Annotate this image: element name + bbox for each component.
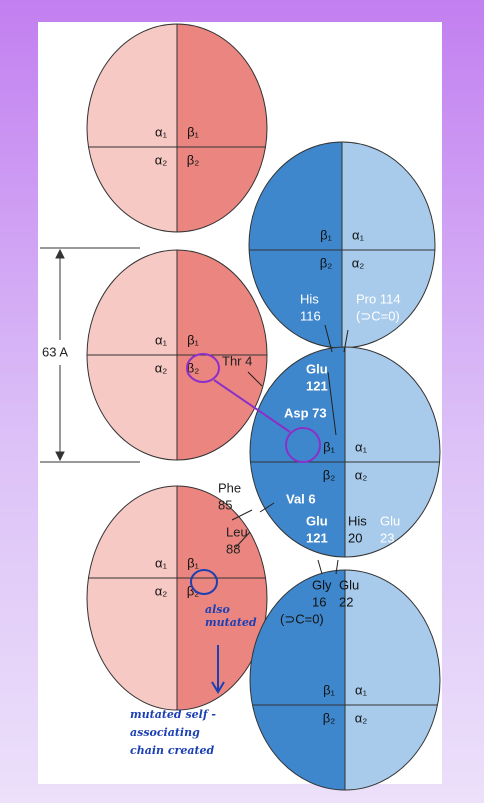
residue-label: Phe (218, 480, 241, 495)
subunit-label: α₁ (155, 332, 168, 347)
residue-label: Pro 114 (356, 291, 401, 306)
residue-label: His (348, 513, 367, 528)
scale-bar (40, 247, 140, 463)
alpha-beta-dimer-pink (87, 486, 267, 710)
alpha-beta-dimer-pink (87, 24, 267, 232)
handwritten-note: mutated (205, 616, 257, 629)
subunit-label: β₂ (187, 360, 200, 375)
residue-label: (⊃C=0) (356, 308, 400, 323)
subunit-label: α₁ (155, 555, 168, 570)
subunit-label: β₁ (320, 227, 332, 242)
subunit-label: β₁ (187, 332, 199, 347)
handwritten-note: also (205, 603, 230, 616)
residue-label: Asp 73 (284, 405, 327, 420)
outline (86, 485, 268, 711)
residue-label: 85 (218, 497, 232, 512)
subunit-label: α₁ (355, 439, 368, 454)
residue-label: 23 (380, 530, 394, 545)
subunit-label: α₂ (155, 152, 168, 167)
subunit-label: β₁ (323, 439, 335, 454)
subunit-label: β₁ (323, 682, 335, 697)
subunit-label: α₁ (352, 227, 365, 242)
handwritten-marks (186, 353, 321, 694)
subunit-label: β₂ (323, 467, 336, 482)
residue-label: 20 (348, 530, 362, 545)
alpha-beta-dimer-blue (250, 347, 440, 557)
subunit-label: α₂ (155, 583, 168, 598)
alpha-beta-dimer-blue (249, 142, 435, 348)
residue-label: Gly (312, 577, 332, 592)
outline (86, 23, 268, 233)
residue-label: Val 6 (286, 491, 316, 506)
subunit-label: α₁ (355, 682, 368, 697)
subunit-label: β₂ (187, 152, 200, 167)
residue-label: Leu (226, 524, 248, 539)
subunit-label: β₂ (187, 583, 200, 598)
subunit-label: β₂ (320, 255, 333, 270)
residue-label: 121 (306, 530, 328, 545)
residue-label: 16 (312, 594, 326, 609)
outline (86, 249, 268, 461)
residue-label: His (300, 291, 319, 306)
handwritten-note: associating (130, 726, 200, 739)
subunit-label: α₂ (352, 255, 365, 270)
subunit-label: β₁ (187, 555, 199, 570)
arrows (231, 324, 349, 575)
subunit-label: β₂ (323, 710, 336, 725)
residue-label: Thr 4 (222, 353, 252, 368)
residue-label: Glu (339, 577, 359, 592)
residue-label: 121 (306, 378, 328, 393)
residue-label: Glu (306, 361, 328, 376)
subunit-label: α₂ (355, 710, 368, 725)
handwritten-note: chain created (130, 744, 215, 757)
residue-label: (⊃C=0) (280, 611, 324, 626)
subunit-label: α₂ (155, 360, 168, 375)
handwritten-note: mutated self - (130, 708, 216, 721)
subunit-label: α₁ (155, 124, 168, 139)
residue-label: Glu (306, 513, 328, 528)
residue-label: 88 (226, 541, 240, 556)
residue-label: 22 (339, 594, 353, 609)
outline (249, 569, 441, 791)
residue-label: 116 (300, 308, 321, 323)
scale-label: 63 A (42, 344, 68, 359)
subunit-label: β₁ (187, 124, 199, 139)
residue-label: Glu (380, 513, 400, 528)
subunit-label: α₂ (355, 467, 368, 482)
